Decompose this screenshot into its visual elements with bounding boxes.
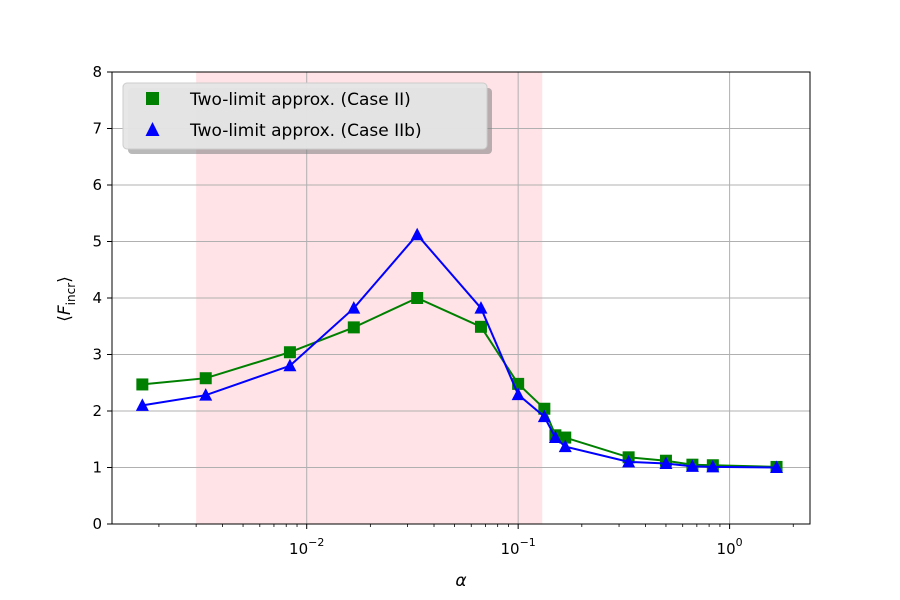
series-case-iib bbox=[135, 227, 784, 473]
y-tick-label: 1 bbox=[92, 459, 102, 477]
triangle-marker bbox=[770, 460, 784, 473]
triangle-marker bbox=[548, 430, 562, 444]
square-marker bbox=[347, 321, 360, 334]
triangle-marker bbox=[410, 227, 424, 241]
y-tick-label: 3 bbox=[92, 346, 102, 364]
legend-label-case-iib: Two-limit approx. (Case IIb) bbox=[189, 121, 422, 141]
legend-label-case-ii: Two-limit approx. (Case II) bbox=[189, 90, 411, 110]
y-tick-label: 5 bbox=[92, 233, 102, 251]
y-tick-label: 6 bbox=[92, 176, 102, 194]
y-tick-label: 0 bbox=[92, 515, 102, 533]
square-marker bbox=[283, 346, 296, 359]
triangle-marker bbox=[558, 439, 572, 453]
series-layer bbox=[135, 227, 784, 473]
triangle-marker bbox=[622, 454, 636, 468]
triangle-marker bbox=[347, 301, 361, 314]
legend-entry-case-iib: Two-limit approx. (Case IIb) bbox=[145, 121, 422, 141]
y-tick-label: 7 bbox=[92, 120, 102, 138]
square-marker bbox=[538, 402, 551, 415]
square-marker bbox=[136, 378, 149, 391]
y-axis-label: ⟨Fincr⟩ bbox=[55, 276, 78, 322]
triangle-marker bbox=[706, 459, 720, 473]
triangle-marker bbox=[511, 387, 525, 401]
square-marker bbox=[559, 431, 572, 444]
x-tick-label: 100 bbox=[717, 536, 743, 558]
triangle-marker bbox=[659, 456, 673, 470]
tick-layer: 0 1 2 3 4 5 6 7 8 10−2 10−1 100 bbox=[92, 63, 794, 558]
triangle-marker bbox=[135, 398, 149, 411]
x-axis-label: α bbox=[455, 571, 466, 591]
square-marker bbox=[474, 320, 487, 333]
triangle-marker bbox=[685, 459, 699, 472]
triangle-marker bbox=[474, 301, 488, 314]
x-tick-label: 10−1 bbox=[500, 536, 535, 558]
y-tick-label: 4 bbox=[92, 289, 102, 307]
legend-box bbox=[122, 82, 488, 150]
triangle-marker bbox=[283, 358, 297, 372]
legend-square-marker bbox=[146, 92, 159, 105]
square-marker bbox=[411, 292, 424, 304]
legend: Two-limit approx. (Case II) Two-limit ap… bbox=[122, 82, 492, 154]
legend-triangle-marker bbox=[145, 122, 160, 136]
x-tick-label: 10−2 bbox=[289, 536, 324, 558]
triangle-marker bbox=[199, 388, 213, 401]
y-tick-label: 2 bbox=[92, 402, 102, 420]
y-tick-label: 8 bbox=[92, 63, 102, 81]
square-marker bbox=[199, 372, 212, 385]
legend-entry-case-ii: Two-limit approx. (Case II) bbox=[146, 90, 411, 110]
triangle-marker bbox=[537, 409, 551, 423]
